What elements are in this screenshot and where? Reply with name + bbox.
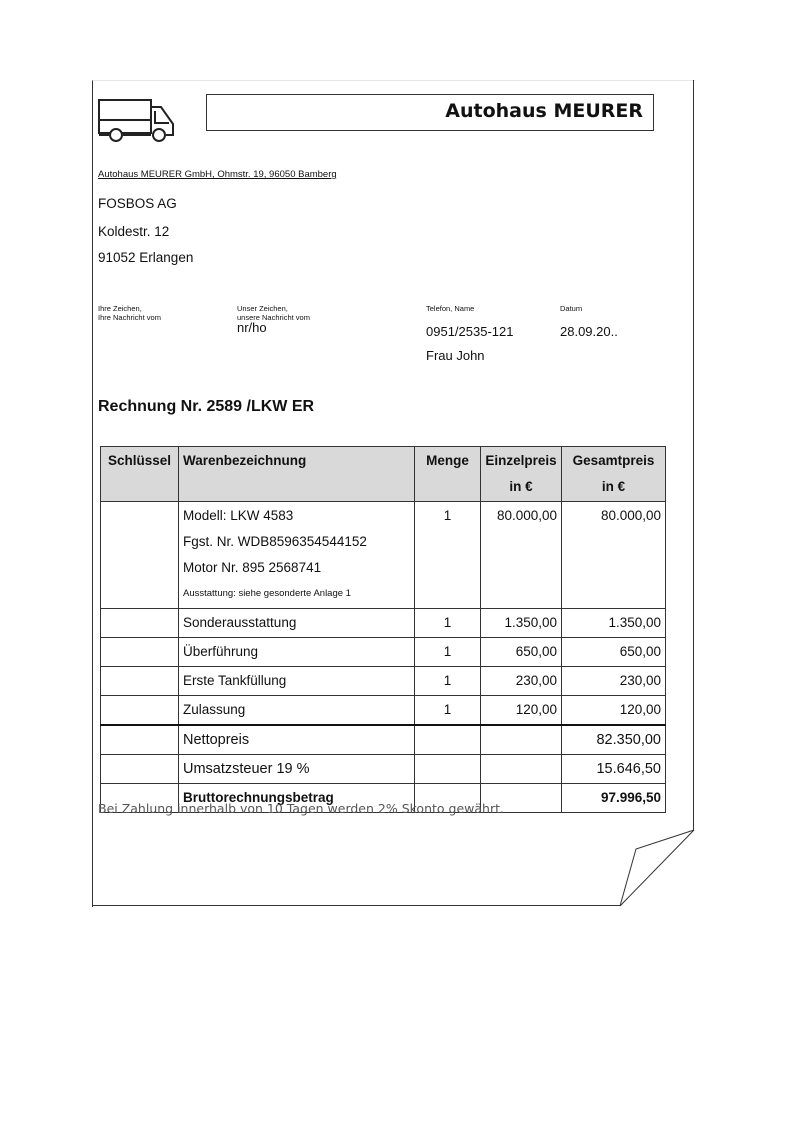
- cell-total: 120,00: [561, 695, 666, 726]
- header-total-price: Gesamtpreis in €: [561, 446, 666, 502]
- cell-unit: 230,00: [480, 666, 562, 696]
- cell-total: 230,00: [561, 666, 666, 696]
- contact-name: Frau John: [426, 348, 485, 363]
- label: in €: [601, 479, 626, 494]
- label: Einzelpreis: [485, 453, 557, 468]
- gross-value: 97.996,50: [561, 783, 666, 813]
- document-page: [92, 80, 695, 907]
- recipient-street: Koldestr. 12: [98, 224, 170, 239]
- invoice-table: Schlüssel Warenbezeichnung Menge Einzelp…: [100, 446, 666, 813]
- invoice-title: Rechnung Nr. 2589 /LKW ER: [98, 398, 315, 415]
- cell-key: [100, 695, 179, 726]
- cell-total: 80.000,00: [561, 501, 666, 609]
- label-line: unsere Nachricht vom: [237, 313, 310, 322]
- ihre-zeichen-label: Ihre Zeichen, Ihre Nachricht vom: [98, 304, 161, 322]
- vat-row: Umsatzsteuer 19 % 15.646,50: [100, 754, 666, 784]
- cell-empty: [480, 754, 562, 784]
- net-value: 82.350,00: [561, 724, 666, 755]
- cell-empty: [414, 754, 481, 784]
- cell-qty: 1: [414, 637, 481, 667]
- net-row: Nettopreis 82.350,00: [100, 724, 666, 755]
- unser-zeichen-value: nr/ho: [237, 320, 267, 335]
- cell-total: 650,00: [561, 637, 666, 667]
- page-border: [693, 80, 694, 830]
- cell-unit: 120,00: [480, 695, 562, 726]
- telefon-value: 0951/2535-121: [426, 324, 514, 339]
- header-qty: Menge: [414, 446, 481, 502]
- table-row: Sonderausstattung 1 1.350,00 1.350,00: [100, 608, 666, 638]
- company-title-box: Autohaus MEURER: [206, 94, 654, 131]
- cell-key: [100, 783, 179, 813]
- net-label: Nettopreis: [178, 724, 415, 755]
- table-row: Modell: LKW 4583 Fgst. Nr. WDB8596354544…: [100, 501, 666, 609]
- page-curl-icon: [619, 829, 695, 907]
- payment-note: Bei Zahlung innerhalb von 10 Tagen werde…: [98, 801, 504, 816]
- cell-desc: Sonderausstattung: [178, 608, 415, 638]
- cell-key: [100, 724, 179, 755]
- cell-key: [100, 501, 179, 609]
- cell-key: [100, 608, 179, 638]
- desc-line: Modell: LKW 4583: [183, 508, 294, 523]
- header-unit-price: Einzelpreis in €: [480, 446, 562, 502]
- table-row: Zulassung 1 120,00 120,00: [100, 695, 666, 726]
- table-row: Überführung 1 650,00 650,00: [100, 637, 666, 667]
- truck-icon: [98, 99, 174, 142]
- header-key: Schlüssel: [100, 446, 179, 502]
- table-header: Schlüssel Warenbezeichnung Menge Einzelp…: [100, 446, 666, 502]
- cell-key: [100, 637, 179, 667]
- cell-unit: 1.350,00: [480, 608, 562, 638]
- cell-desc: Überführung: [178, 637, 415, 667]
- company-title: Autohaus MEURER: [445, 100, 643, 122]
- vat-label: Umsatzsteuer 19 %: [178, 754, 415, 784]
- cell-empty: [414, 783, 481, 813]
- recipient-name: FOSBOS AG: [98, 196, 177, 211]
- datum-label: Datum: [560, 304, 583, 313]
- cell-qty: 1: [414, 695, 481, 726]
- unser-zeichen-label: Unser Zeichen, unsere Nachricht vom: [237, 304, 310, 322]
- cell-unit: 650,00: [480, 637, 562, 667]
- gross-row: Bruttorechnungsbetrag 97.996,50: [100, 783, 666, 813]
- label-line: Ihre Zeichen,: [98, 304, 142, 313]
- cell-desc: Erste Tankfüllung: [178, 666, 415, 696]
- sender-line: Autohaus MEURER GmbH, Ohmstr. 19, 96050 …: [98, 169, 337, 180]
- desc-line: Ausstattung: siehe gesonderte Anlage 1: [183, 588, 351, 599]
- cell-unit: 80.000,00: [480, 501, 562, 609]
- datum-value: 28.09.20..: [560, 324, 618, 339]
- cell-empty: [414, 724, 481, 755]
- vat-value: 15.646,50: [561, 754, 666, 784]
- label: Gesamtpreis: [572, 453, 655, 468]
- gross-label: Bruttorechnungsbetrag: [178, 783, 415, 813]
- cell-desc: Modell: LKW 4583 Fgst. Nr. WDB8596354544…: [178, 501, 415, 609]
- cell-qty: 1: [414, 608, 481, 638]
- header-desc: Warenbezeichnung: [178, 446, 415, 502]
- cell-desc: Zulassung: [178, 695, 415, 726]
- cell-key: [100, 666, 179, 696]
- label-line: Unser Zeichen,: [237, 304, 288, 313]
- table-row: Erste Tankfüllung 1 230,00 230,00: [100, 666, 666, 696]
- page-border: [92, 905, 620, 906]
- telefon-label: Telefon, Name: [426, 304, 475, 313]
- label: in €: [509, 479, 533, 494]
- cell-total: 1.350,00: [561, 608, 666, 638]
- cell-qty: 1: [414, 501, 481, 609]
- desc-line: Fgst. Nr. WDB8596354544152: [183, 534, 367, 549]
- recipient-city: 91052 Erlangen: [98, 250, 194, 265]
- cell-qty: 1: [414, 666, 481, 696]
- cell-empty: [480, 724, 562, 755]
- label-line: Ihre Nachricht vom: [98, 313, 161, 322]
- desc-line: Motor Nr. 895 2568741: [183, 560, 322, 575]
- cell-key: [100, 754, 179, 784]
